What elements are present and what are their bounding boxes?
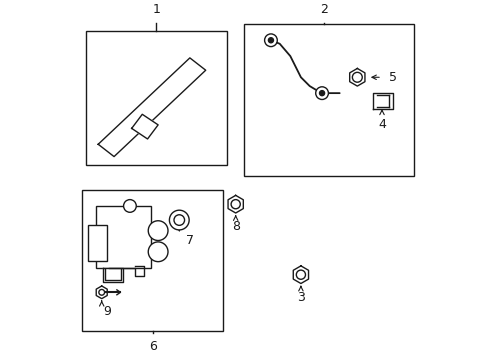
Text: 2: 2 [319,3,327,15]
Circle shape [231,199,240,209]
Polygon shape [372,93,392,109]
Bar [96,206,151,267]
Text: 4: 4 [377,118,385,131]
Bar [244,24,413,176]
Circle shape [319,91,324,96]
Text: 1: 1 [152,3,160,15]
Polygon shape [103,267,122,282]
Circle shape [296,270,305,279]
Polygon shape [98,58,205,157]
Text: 5: 5 [388,71,396,84]
Text: 8: 8 [231,220,239,233]
Polygon shape [227,195,243,213]
Bar [82,190,223,331]
Circle shape [264,34,277,46]
Text: 9: 9 [103,305,111,318]
Circle shape [148,221,168,240]
Text: 6: 6 [149,340,157,353]
Circle shape [174,215,184,225]
Circle shape [148,242,168,262]
Text: 3: 3 [296,291,304,303]
Polygon shape [96,286,107,299]
Circle shape [315,87,328,99]
Circle shape [123,199,136,212]
Bar [86,31,226,165]
Circle shape [268,38,273,43]
Polygon shape [349,68,364,86]
Circle shape [352,72,362,82]
Circle shape [99,289,104,295]
Polygon shape [293,266,308,284]
Polygon shape [131,114,158,139]
Circle shape [169,210,189,230]
Bar [87,225,107,261]
Text: 7: 7 [186,234,194,247]
